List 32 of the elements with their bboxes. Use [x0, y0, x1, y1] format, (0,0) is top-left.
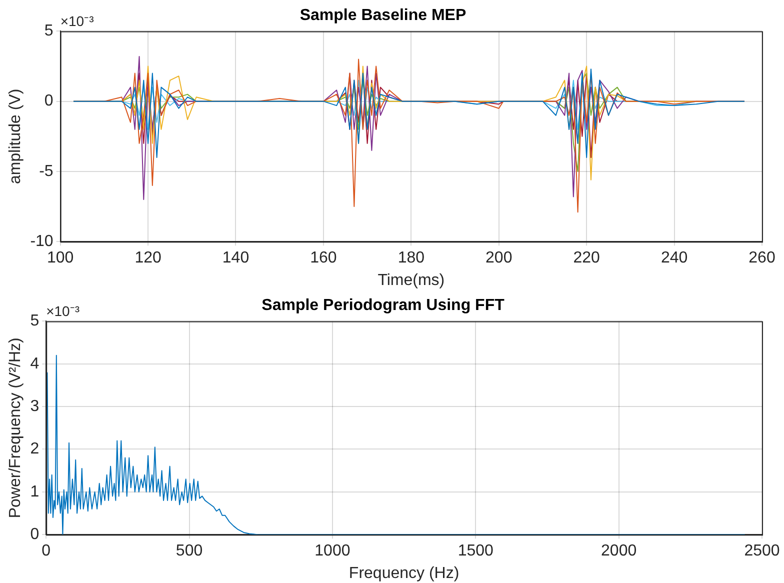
x-tick-label: 160: [310, 250, 337, 267]
x-tick-label: 100: [46, 250, 74, 267]
x-tick-label: 220: [573, 250, 600, 267]
x-axis-title: Time(ms): [378, 272, 445, 289]
x-tick-label: 2500: [744, 542, 780, 560]
y-tick-label: -5: [39, 162, 54, 180]
y-tick-label: 0: [30, 526, 40, 544]
y-tick-label: 1: [30, 483, 40, 500]
x-tick-label: 260: [748, 250, 776, 267]
y-tick-label: 5: [44, 22, 54, 40]
x-tick-label: 1000: [314, 542, 350, 560]
chart-title: Sample Periodogram Using FFT: [262, 297, 505, 314]
x-tick-label: 240: [660, 250, 688, 267]
y-tick-label: 4: [30, 355, 40, 372]
x-tick-label: 200: [486, 250, 512, 267]
x-tick-label: 2000: [601, 542, 637, 560]
x-tick-label: 500: [176, 542, 203, 560]
x-tick-label: 120: [134, 250, 162, 267]
y-axis-title: Power/Frequency (V²/Hz): [7, 338, 24, 518]
chart-title: Sample Baseline MEP: [300, 7, 466, 24]
x-tick-label: 180: [398, 250, 425, 267]
x-tick-label: 1500: [458, 542, 494, 560]
y-tick-label: 0: [44, 92, 54, 110]
x-tick-label: 140: [222, 250, 250, 267]
y-tick-label: 3: [30, 398, 40, 415]
y-tick-label: 2: [30, 440, 40, 458]
y-axis-title: amplitude (V): [7, 88, 24, 184]
x-axis-title: Frequency (Hz): [348, 564, 460, 582]
y-tick-label: -10: [30, 233, 54, 250]
text: ×10⁻³: [46, 303, 80, 320]
y-tick-label: 5: [30, 312, 40, 330]
text: ×10⁻³: [60, 13, 94, 30]
